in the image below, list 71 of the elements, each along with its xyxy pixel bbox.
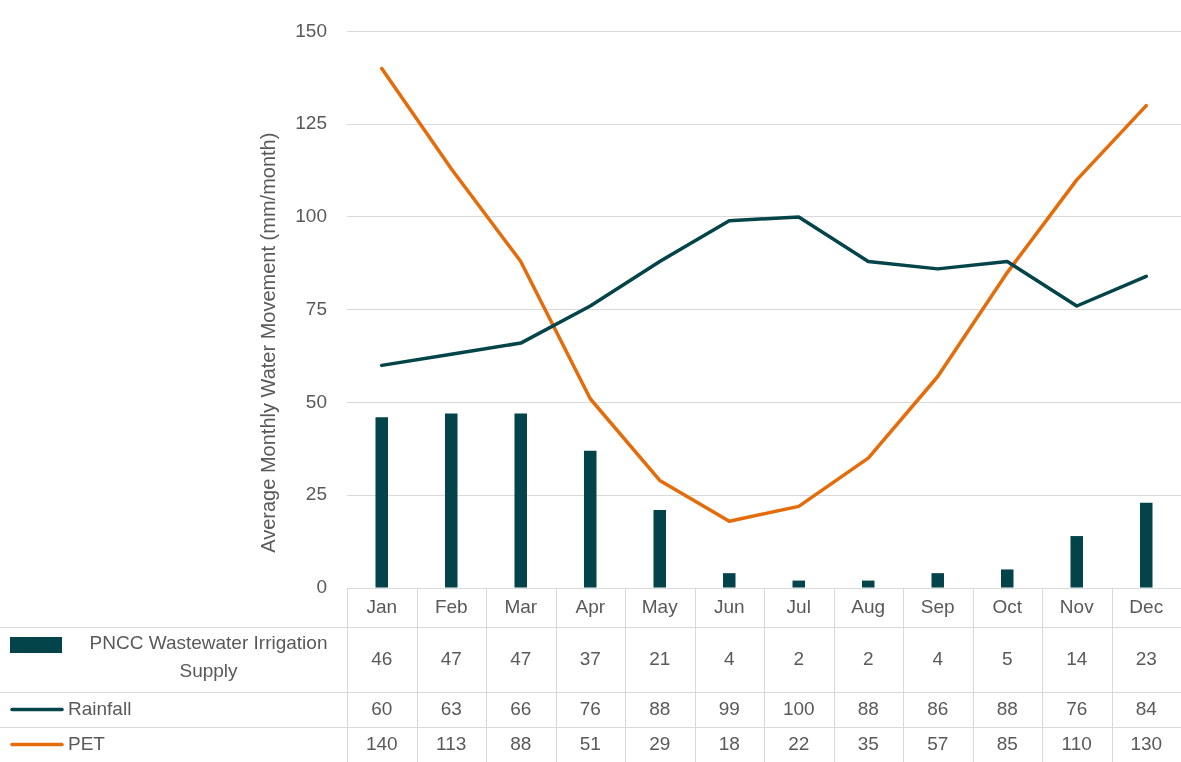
legend-label: Rainfall bbox=[68, 697, 132, 719]
data-label: 113 bbox=[436, 732, 467, 754]
data-label: 18 bbox=[718, 732, 740, 754]
x-tick-label: Feb bbox=[434, 595, 468, 617]
x-tick-label: Nov bbox=[1059, 595, 1095, 617]
data-label: 46 bbox=[371, 647, 393, 669]
data-label: 29 bbox=[649, 732, 671, 754]
x-tick-label: Aug bbox=[851, 595, 886, 617]
data-label: 14 bbox=[1066, 647, 1088, 669]
y-axis-title: Average Monthly Water Movement (mm/month) bbox=[256, 132, 279, 553]
data-label: 88 bbox=[510, 732, 532, 754]
y-tick-label: 25 bbox=[305, 483, 327, 505]
bar bbox=[584, 450, 597, 588]
y-tick-label: 100 bbox=[295, 205, 327, 227]
bar bbox=[862, 580, 875, 588]
data-label: 47 bbox=[510, 647, 532, 669]
bar bbox=[931, 573, 945, 588]
x-tick-label: Oct bbox=[992, 595, 1023, 617]
data-label: 66 bbox=[510, 697, 532, 719]
bar bbox=[1139, 502, 1153, 588]
data-label: 5 bbox=[1001, 647, 1013, 669]
bar bbox=[375, 417, 389, 588]
x-tick-label: May bbox=[641, 595, 679, 617]
y-tick-label: 0 bbox=[316, 576, 327, 598]
x-tick-label: Dec bbox=[1129, 595, 1164, 617]
data-label: 2 bbox=[793, 647, 805, 669]
data-label: 21 bbox=[649, 647, 671, 669]
data-label: 84 bbox=[1135, 697, 1158, 719]
bar bbox=[1001, 569, 1014, 588]
y-tick-label: 50 bbox=[305, 390, 327, 412]
data-label: 37 bbox=[579, 647, 601, 669]
data-label: 2 bbox=[862, 647, 874, 669]
legend-label: PNCC Wastewater Irrigation Supply bbox=[89, 632, 328, 682]
data-label: 51 bbox=[579, 732, 601, 754]
data-label: 76 bbox=[1066, 697, 1088, 719]
bar bbox=[445, 413, 458, 588]
x-tick-label: Apr bbox=[575, 595, 606, 617]
x-tick-label: Mar bbox=[504, 595, 538, 617]
bar bbox=[792, 580, 806, 588]
y-tick-label: 75 bbox=[305, 297, 327, 319]
y-tick-label: 125 bbox=[295, 112, 327, 134]
data-label: 86 bbox=[927, 697, 949, 719]
data-label: 88 bbox=[857, 697, 879, 719]
data-label: 4 bbox=[932, 647, 944, 669]
data-label: 140 bbox=[365, 732, 398, 754]
x-tick-label: Sep bbox=[920, 595, 955, 617]
data-label: 100 bbox=[782, 697, 815, 719]
x-tick-label: Jan bbox=[366, 595, 398, 617]
bar bbox=[723, 573, 736, 588]
data-label: 88 bbox=[996, 697, 1018, 719]
y-tick-label: 150 bbox=[295, 19, 327, 41]
data-label: 47 bbox=[440, 647, 462, 669]
data-label: 85 bbox=[996, 732, 1018, 754]
data-label: 88 bbox=[649, 697, 671, 719]
data-label: 63 bbox=[440, 697, 462, 719]
data-label: 23 bbox=[1135, 647, 1157, 669]
x-tick-label: Jul bbox=[786, 595, 811, 617]
data-label: 22 bbox=[788, 732, 810, 754]
data-label: 4 bbox=[723, 647, 735, 669]
bar bbox=[653, 510, 667, 588]
data-label: 60 bbox=[371, 697, 393, 719]
data-label: 110 bbox=[1061, 732, 1092, 754]
legend-label: PET bbox=[68, 732, 106, 754]
data-label: 57 bbox=[927, 732, 949, 754]
bar bbox=[1070, 536, 1084, 588]
data-label: 130 bbox=[1130, 732, 1163, 754]
data-label: 99 bbox=[718, 697, 740, 719]
data-label: 35 bbox=[857, 732, 879, 754]
bar bbox=[514, 413, 528, 588]
data-label: 76 bbox=[579, 697, 601, 719]
x-tick-label: Jun bbox=[713, 595, 745, 617]
